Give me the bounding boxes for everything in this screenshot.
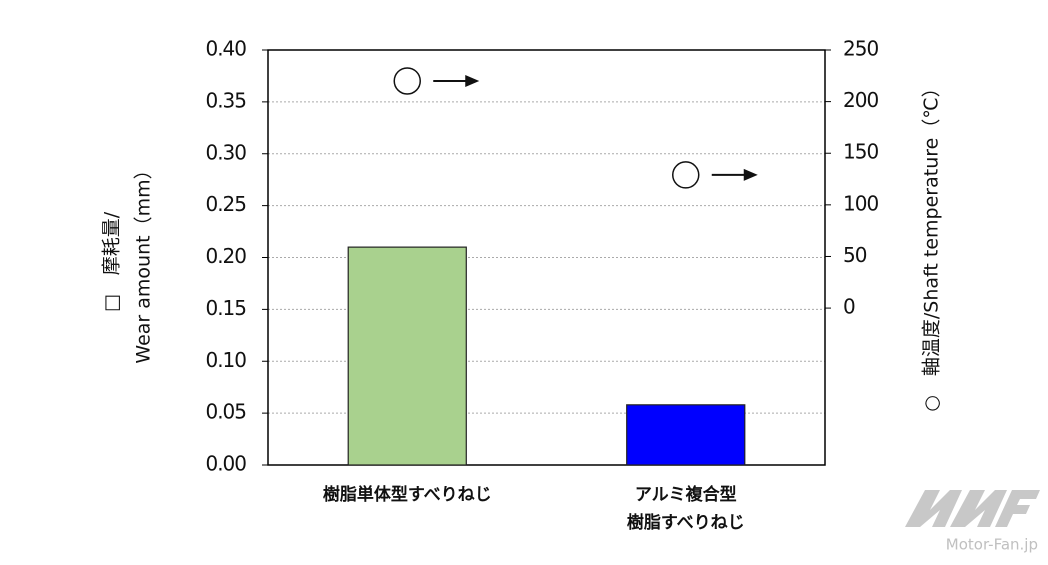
y2-tick-label: 0	[843, 295, 855, 319]
y2-tick-label: 50	[843, 243, 867, 267]
bar	[626, 404, 746, 466]
arrow-head	[465, 74, 480, 87]
y-tick-label: 0.10	[205, 348, 246, 372]
y-tick-label: 0.25	[205, 192, 246, 216]
marker	[393, 67, 421, 95]
y-tick-label: 0.05	[205, 400, 246, 424]
bar	[347, 246, 467, 466]
y-tick-label: 0.15	[205, 296, 246, 320]
y-axis-label: Wear amount（mm）	[133, 160, 155, 363]
y2-tick-label: 100	[843, 191, 878, 215]
y2-tick-label: 150	[843, 140, 878, 164]
y2-tick-label: 200	[843, 88, 878, 112]
y-axis-label: □ 摩耗量/	[101, 211, 123, 312]
logo	[905, 490, 1040, 527]
y-tick-label: 0.40	[205, 37, 246, 61]
y2-tick-label: 250	[843, 37, 878, 61]
plot-frame	[267, 49, 826, 466]
y2-axis-label: ○ 軸温度/Shaft temperature（℃）	[921, 78, 943, 411]
watermark: Motor-Fan.jp	[946, 536, 1038, 554]
y-tick-label: 0.30	[205, 140, 246, 164]
y-tick-label: 0.20	[205, 244, 246, 268]
y-tick-label: 0.00	[205, 452, 246, 476]
marker	[672, 161, 700, 189]
x-tick-label: アルミ複合型樹脂すべりねじ	[627, 484, 745, 533]
y-tick-label: 0.35	[205, 88, 246, 112]
x-tick-label: 樹脂単体型すべりねじ	[323, 484, 492, 505]
arrow-head	[743, 168, 758, 181]
